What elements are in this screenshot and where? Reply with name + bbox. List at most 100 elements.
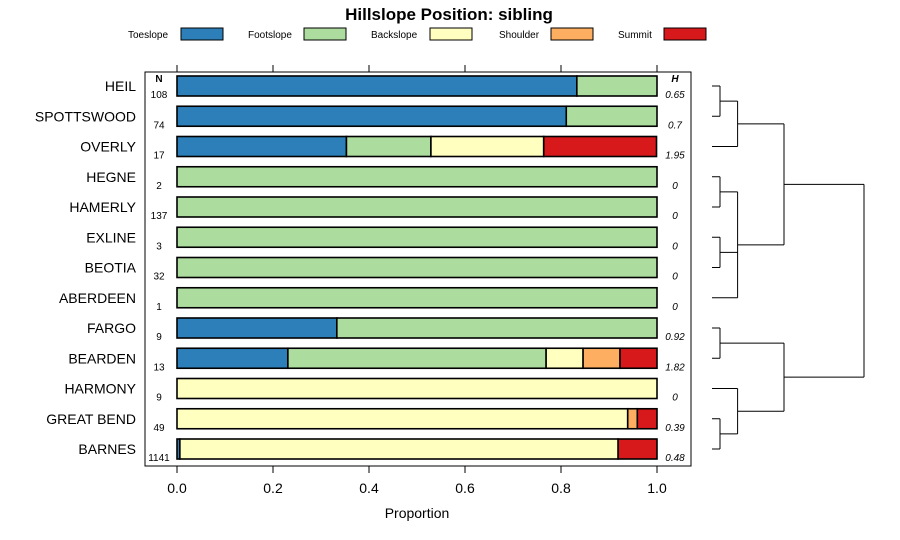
category-label: BARNES — [78, 441, 136, 457]
category-label: BEARDEN — [68, 350, 136, 366]
bar-segment-footslope — [176, 226, 658, 249]
bar-segment-footslope — [565, 105, 658, 128]
x-axis: 0.0 0.2 0.4 0.6 0.8 1.0 — [167, 65, 667, 496]
n-value: 108 — [151, 90, 168, 101]
h-value: 0 — [672, 272, 678, 283]
category-label: OVERLY — [80, 139, 136, 155]
h-value: 0 — [672, 211, 678, 222]
n-value: 74 — [153, 120, 165, 131]
legend-label-shoulder: Shoulder — [499, 30, 540, 41]
n-value: 32 — [153, 272, 165, 283]
bar-segment-toeslope — [176, 135, 348, 158]
n-value: 13 — [153, 362, 165, 373]
bar-segment-backslope — [545, 347, 584, 370]
category-label: GREAT BEND — [46, 411, 136, 427]
x-tick-label: 0.4 — [359, 480, 379, 496]
bar-segment-toeslope — [176, 317, 338, 339]
legend-swatch-footslope — [303, 27, 347, 41]
bar-segment-footslope — [176, 256, 658, 279]
h-value: 0.48 — [665, 453, 685, 464]
h-value: 0.92 — [665, 332, 685, 343]
bar-segment-summit — [619, 347, 658, 370]
category-label: SPOTTSWOOD — [35, 108, 136, 124]
h-value: 0 — [672, 302, 678, 313]
bar-segment-backslope — [176, 377, 658, 400]
bar-row-great-bend: GREAT BEND 49 0.39 — [46, 407, 685, 434]
h-value: 0.7 — [668, 120, 682, 131]
category-label: HAMERLY — [69, 199, 136, 215]
bar-row-hamerly: HAMERLY 137 0 — [69, 196, 678, 222]
bar-segment-toeslope — [176, 105, 568, 128]
bar-row-exline: EXLINE 3 0 — [86, 226, 678, 252]
category-label: BEOTIA — [85, 260, 137, 276]
legend-label-backslope: Backslope — [371, 30, 418, 41]
bar-segment-toeslope — [176, 75, 578, 97]
x-axis-title: Proportion — [385, 505, 450, 521]
bar-segment-backslope — [179, 438, 619, 460]
legend-swatch-backslope — [429, 27, 473, 41]
bar-segment-summit — [542, 135, 658, 158]
h-value: 1.95 — [665, 151, 685, 162]
n-value: 1 — [156, 302, 162, 313]
category-label: HEGNE — [86, 169, 136, 185]
bar-segment-summit — [636, 407, 658, 430]
x-tick-label: 0.6 — [455, 480, 475, 496]
bar-segment-summit — [617, 438, 658, 460]
legend-swatch-toeslope — [180, 27, 224, 41]
bar-row-barnes: BARNES 1141 0.48 — [78, 438, 685, 464]
bar-segment-footslope — [176, 286, 658, 309]
n-value: 49 — [153, 423, 165, 434]
n-value: 9 — [156, 332, 162, 343]
bar-row-bearden: BEARDEN 13 1.82 — [68, 347, 685, 373]
h-value: 1.82 — [665, 362, 685, 373]
bar-segment-footslope — [576, 75, 658, 97]
legend: Toeslope Footslope Backslope Shoulder Summit — [128, 27, 707, 41]
h-value: 0.39 — [665, 423, 685, 434]
bar-segment-footslope — [336, 317, 658, 339]
h-value: 0.65 — [665, 90, 685, 101]
n-value: 2 — [156, 181, 162, 192]
h-value: 0 — [672, 241, 678, 252]
h-value: 0 — [672, 181, 678, 192]
legend-label-summit: Summit — [618, 30, 652, 41]
h-value: 0 — [672, 393, 678, 404]
n-value: 137 — [151, 211, 168, 222]
bar-segment-toeslope — [176, 347, 289, 370]
bar-row-spottswood: SPOTTSWOOD 74 0.7 — [35, 105, 682, 131]
legend-swatch-summit — [663, 27, 707, 41]
x-tick-label: 0.8 — [551, 480, 571, 496]
bar-segment-footslope — [176, 165, 658, 188]
category-label: HEIL — [105, 78, 136, 94]
x-tick-label: 1.0 — [647, 480, 667, 496]
bar-segment-footslope — [345, 135, 432, 158]
n-value: 9 — [156, 393, 162, 404]
category-label: FARGO — [87, 320, 136, 336]
n-value: 1141 — [148, 453, 170, 464]
bar-row-harmony: HARMONY 9 0 — [64, 377, 678, 404]
x-tick-label: 0.2 — [263, 480, 283, 496]
plot-frame — [144, 71, 692, 467]
bar-segment-backslope — [430, 135, 545, 158]
n-value: 17 — [153, 151, 165, 162]
bar-row-beotia: BEOTIA 32 0 — [85, 256, 678, 283]
bar-row-fargo: FARGO 9 0.92 — [87, 317, 685, 343]
bar-row-heil: HEIL 108 0.65 — [105, 75, 685, 101]
legend-label-footslope: Footslope — [248, 30, 292, 41]
chart-title: Hillslope Position: sibling — [345, 5, 553, 24]
category-label: EXLINE — [86, 229, 136, 245]
bar-segment-shoulder — [582, 347, 621, 370]
bar-segment-shoulder — [626, 407, 639, 430]
bar-row-hegne: HEGNE 2 0 — [86, 165, 678, 192]
bar-segment-footslope — [287, 347, 547, 370]
h-column-header: H — [671, 74, 679, 85]
n-column-header: N — [155, 74, 162, 85]
bar-segment-footslope — [176, 196, 658, 218]
category-label: HARMONY — [64, 381, 136, 397]
x-tick-label: 0.0 — [167, 480, 187, 496]
category-label: ABERDEEN — [59, 290, 136, 306]
dendrogram — [712, 85, 865, 450]
bar-segment-backslope — [176, 407, 629, 430]
legend-swatch-shoulder — [550, 27, 594, 41]
